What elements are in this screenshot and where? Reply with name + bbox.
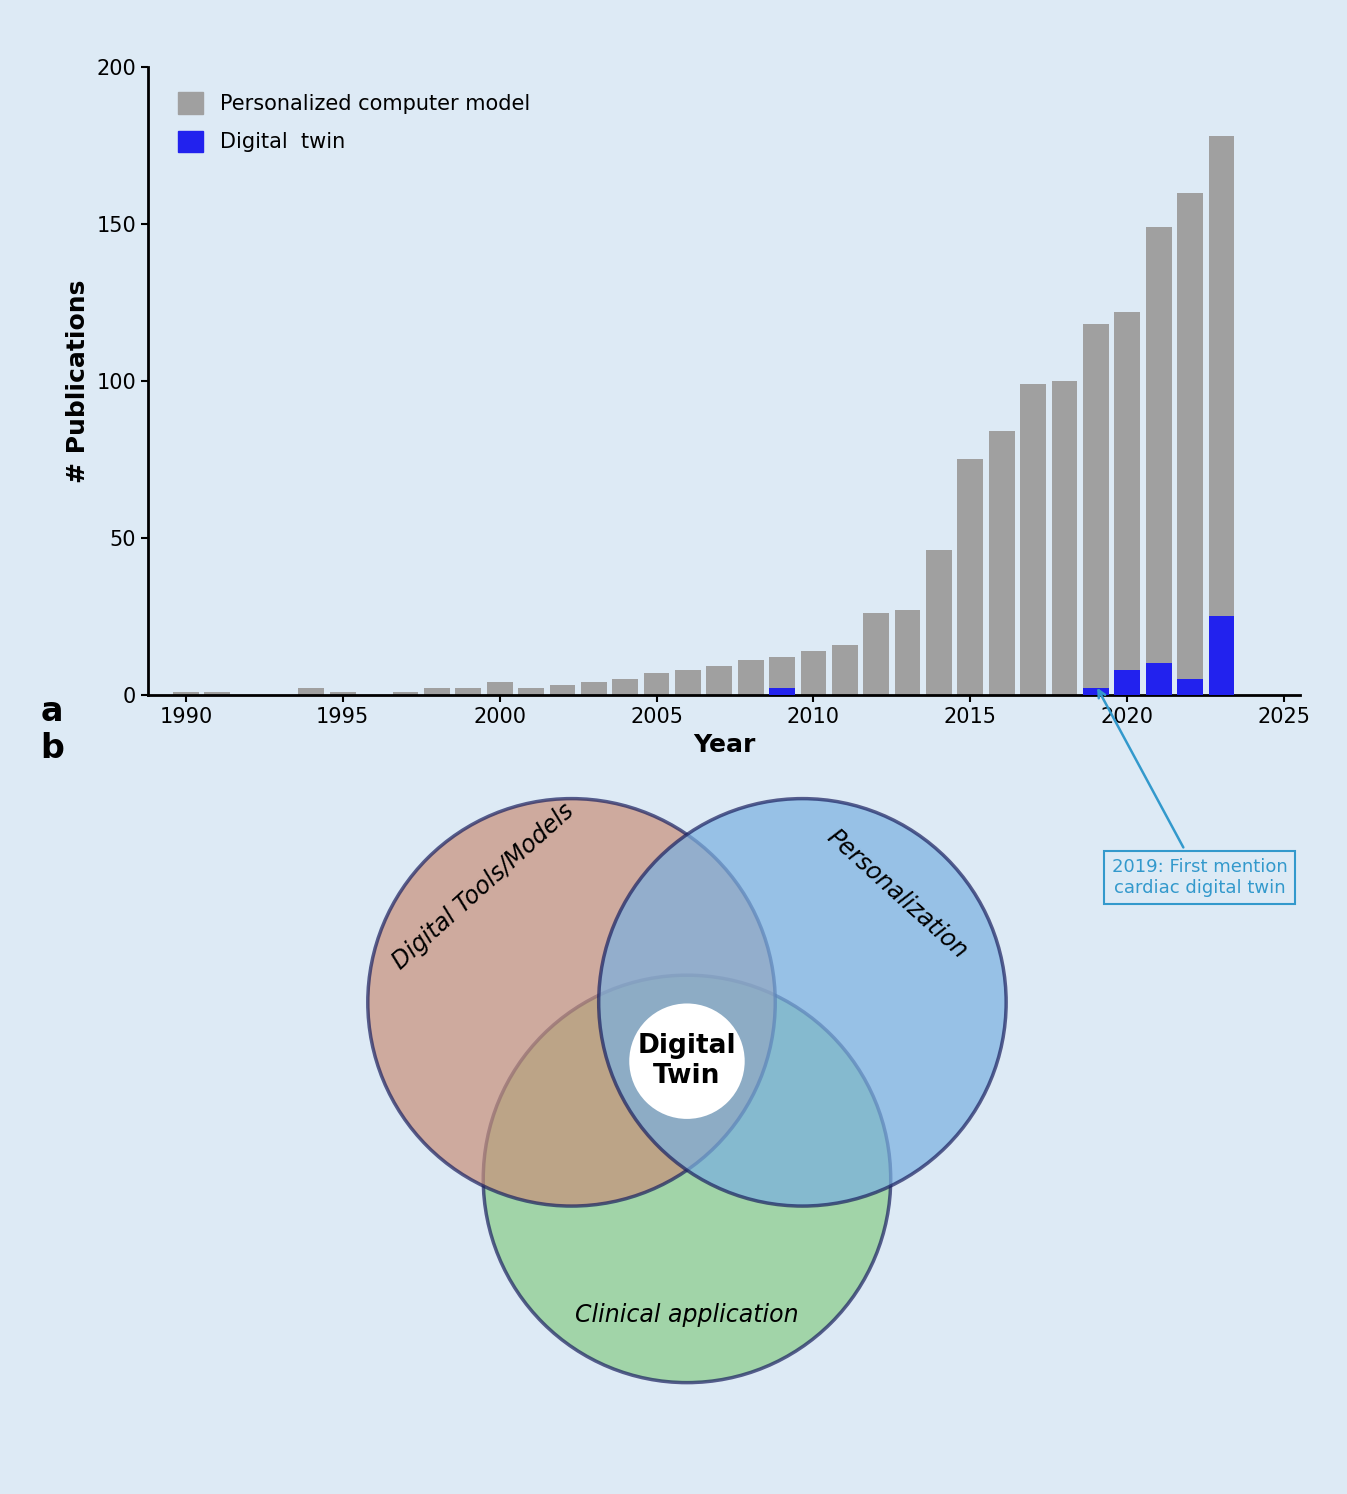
- Bar: [832, 644, 858, 695]
- Bar: [706, 666, 733, 695]
- Y-axis label: # Publications: # Publications: [66, 279, 90, 483]
- Circle shape: [629, 1004, 745, 1119]
- Bar: [613, 678, 638, 695]
- Bar: [330, 692, 356, 695]
- Bar: [1114, 669, 1140, 695]
- Bar: [299, 689, 325, 695]
- Bar: [1114, 312, 1140, 695]
- Bar: [863, 613, 889, 695]
- Text: b: b: [40, 732, 65, 765]
- Bar: [800, 651, 826, 695]
- Text: Personalization: Personalization: [823, 825, 973, 964]
- Circle shape: [368, 799, 776, 1206]
- Bar: [1146, 663, 1172, 695]
- Bar: [1208, 616, 1234, 695]
- Bar: [172, 692, 199, 695]
- Bar: [1208, 136, 1234, 695]
- Bar: [519, 689, 544, 695]
- Bar: [927, 550, 952, 695]
- Circle shape: [598, 799, 1006, 1206]
- Bar: [581, 683, 606, 695]
- X-axis label: Year: Year: [692, 734, 756, 757]
- Bar: [644, 672, 669, 695]
- Text: Digital Tools/Models: Digital Tools/Models: [388, 799, 579, 974]
- Bar: [894, 610, 920, 695]
- Bar: [486, 683, 512, 695]
- Text: 2019: First mention
cardiac digital twin: 2019: First mention cardiac digital twin: [1099, 690, 1288, 896]
- Bar: [392, 692, 419, 695]
- Bar: [550, 686, 575, 695]
- Bar: [1083, 689, 1109, 695]
- Bar: [738, 660, 764, 695]
- Bar: [424, 689, 450, 695]
- Bar: [675, 669, 700, 695]
- Bar: [1177, 193, 1203, 695]
- Bar: [1146, 227, 1172, 695]
- Bar: [1052, 381, 1078, 695]
- Text: Digital
Twin: Digital Twin: [637, 1034, 737, 1089]
- Bar: [989, 432, 1014, 695]
- Bar: [958, 459, 983, 695]
- Bar: [455, 689, 481, 695]
- Bar: [769, 657, 795, 695]
- Text: a: a: [40, 695, 63, 728]
- Bar: [1177, 678, 1203, 695]
- Circle shape: [484, 976, 890, 1382]
- Bar: [1020, 384, 1047, 695]
- Bar: [205, 692, 230, 695]
- Text: Clinical application: Clinical application: [575, 1303, 799, 1327]
- Legend: Personalized computer model, Digital  twin: Personalized computer model, Digital twi…: [170, 84, 539, 161]
- Bar: [769, 689, 795, 695]
- Bar: [1083, 324, 1109, 695]
